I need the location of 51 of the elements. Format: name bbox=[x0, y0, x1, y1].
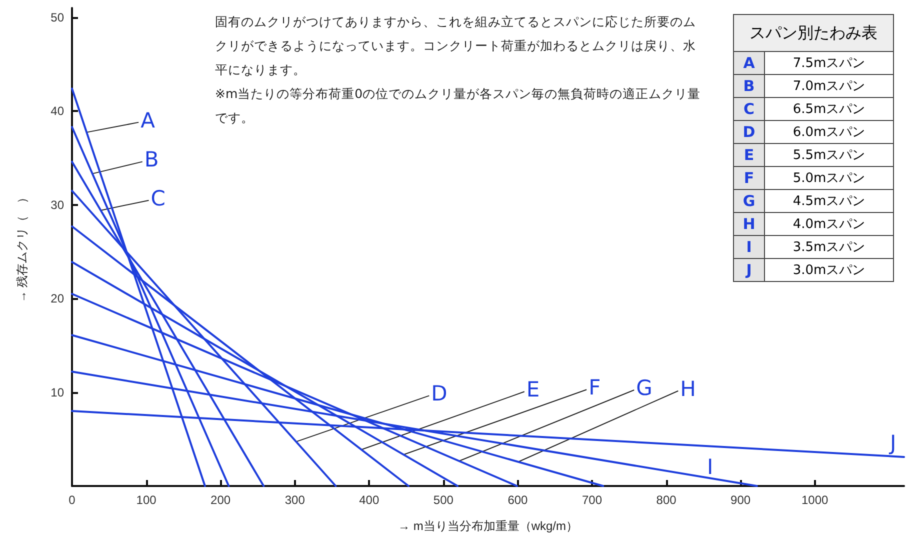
x-tick-label: 800 bbox=[656, 493, 677, 507]
annotation: ※m当たりの等分布荷重0の位でのムクリ量が各スパン毎の無負荷時の適正ムクリ量です。 bbox=[215, 85, 702, 127]
annotation: 5.0mスパン bbox=[764, 166, 894, 190]
y-tick-label: 50 bbox=[50, 10, 64, 24]
x-tick-label: 900 bbox=[730, 493, 751, 507]
text: I bbox=[746, 238, 752, 256]
x-tick-label: 1000 bbox=[802, 493, 829, 507]
text: E bbox=[526, 378, 540, 402]
text: G bbox=[742, 192, 756, 210]
text: J bbox=[746, 261, 752, 279]
x-tick-label: 200 bbox=[210, 493, 231, 507]
annotation: 4.0mスパン bbox=[764, 212, 894, 236]
series-label: J bbox=[888, 430, 896, 455]
annotation: 7.0mスパン bbox=[764, 74, 894, 98]
x-tick-label: 300 bbox=[284, 493, 306, 507]
annotation: 3.5mスパン bbox=[764, 236, 894, 258]
text: G bbox=[636, 376, 652, 400]
x-tick-label: 500 bbox=[433, 493, 454, 507]
x-tick-label: 0 bbox=[68, 493, 76, 507]
text: C bbox=[150, 186, 166, 210]
text: C bbox=[743, 100, 754, 118]
annotation: スパン別たわみ表 bbox=[734, 14, 894, 52]
text: D bbox=[742, 123, 756, 141]
text: A bbox=[743, 54, 755, 72]
annotation: 6.0mスパン bbox=[764, 120, 894, 144]
text: H bbox=[742, 215, 756, 233]
text: E bbox=[744, 146, 754, 164]
text: A bbox=[140, 108, 156, 132]
text: D bbox=[431, 382, 448, 406]
x-axis-title: → m当り当分布加重量（wkg/m） bbox=[398, 519, 578, 533]
x-tick-label: 600 bbox=[508, 493, 528, 507]
annotation: 3.0mスパン bbox=[764, 258, 894, 282]
x-tick-label: 100 bbox=[136, 493, 157, 507]
text: F bbox=[588, 376, 601, 400]
y-axis-title: → 残存ムクリ（ ） bbox=[15, 191, 29, 303]
y-tick-label: 10 bbox=[50, 385, 64, 400]
text: F bbox=[744, 169, 754, 187]
annotation: 6.5mスパン bbox=[764, 98, 894, 120]
x-tick-label: 400 bbox=[359, 493, 380, 507]
y-tick-label: 30 bbox=[50, 198, 64, 212]
x-tick-label: 700 bbox=[582, 493, 602, 507]
text: H bbox=[680, 376, 696, 401]
series-label: I bbox=[706, 454, 714, 479]
y-tick-label: 20 bbox=[50, 292, 64, 306]
y-tick-label: 40 bbox=[50, 104, 64, 118]
annotation: 固有のムクリがつけてありますから、これを組み立てるとスパンに応じた所要のムクリができるようになっています。コンクリート荷重が加わるとムクリは戻り、水平になります。 bbox=[215, 13, 697, 79]
text: B bbox=[144, 148, 159, 172]
annotation: 4.5mスパン bbox=[764, 190, 894, 212]
annotation: 5.5mスパン bbox=[764, 144, 894, 166]
annotation: 7.5mスパン bbox=[764, 52, 894, 74]
text: B bbox=[743, 77, 755, 95]
